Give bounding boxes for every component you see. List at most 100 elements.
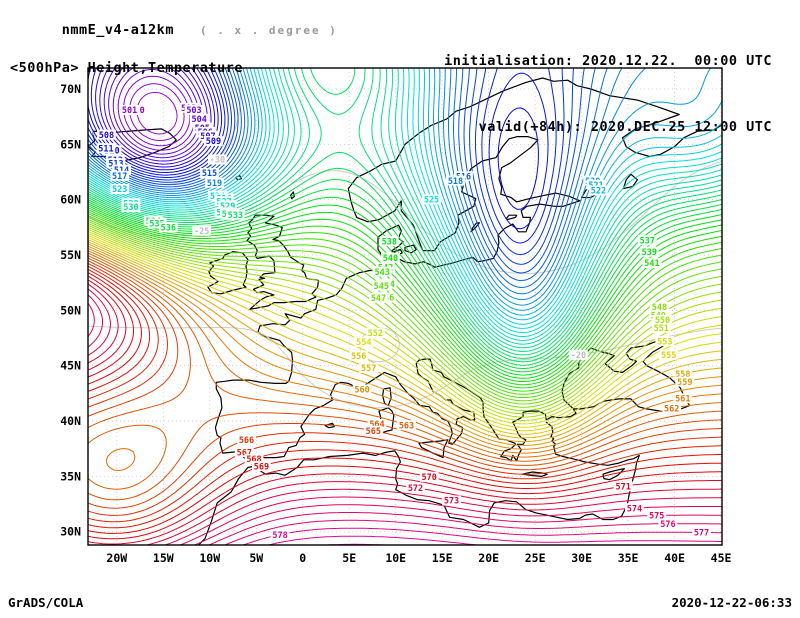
contour-label: 565 [366,427,381,437]
contour-label-mask [419,471,439,482]
contour-label-mask [653,314,672,325]
contour-label: 571 [616,483,631,493]
contour-label: 558 [675,370,690,380]
lon-tick-label: 30E [571,551,592,565]
height-contour [88,252,722,471]
contour-label-mask [692,527,711,538]
contour-label-mask [252,461,271,472]
contour-label-mask [372,266,392,277]
height-contour [88,68,722,333]
contour-label-mask [650,302,669,312]
height-contour [88,68,722,337]
contour-label: 553 [657,337,672,347]
contour-label: 548 [652,303,667,313]
contour-label: 517 [112,172,127,182]
coastline [505,214,518,221]
contour-label: 560 [354,386,369,396]
contour-label: 570 [422,473,437,483]
lat-tick-label: 65N [60,137,81,151]
lon-tick-label: 15W [153,551,174,565]
coastline [290,191,295,200]
contour-label: 513 [108,160,123,170]
height-contour [88,218,722,402]
contour-label-mask [673,368,693,379]
grads-credit: GrADS/COLA [8,595,84,610]
contour-label: 543 [375,268,390,278]
contour-label-mask [354,336,374,347]
contour-label-mask [662,403,682,414]
contour-label: 503 [186,106,201,116]
height-contour [88,68,722,363]
contour-label: 509 [206,137,221,147]
contour-label: 555 [661,351,676,361]
contour-label-mask [204,135,223,146]
coastline [545,421,640,517]
contour-label-mask [371,280,391,291]
lon-tick-label: 40E [664,551,685,565]
contour-label-mask [120,105,139,115]
contour-label: 525 [424,196,439,206]
height-contour [117,68,196,151]
model-name: nmmE_v4-a12km [61,22,174,38]
height-contour [88,213,722,392]
contour-label: 568 [246,455,261,465]
contour-label: 523 [112,185,127,195]
coastline [246,214,320,310]
contour-label-mask [218,200,238,211]
lat-tick-label: 40N [60,414,81,428]
lon-tick-label: 20E [478,551,499,565]
contour-label: 511 [98,144,113,154]
contour-label-mask [446,175,465,186]
height-contour [88,68,623,295]
contour-label: 557 [361,364,376,374]
lat-tick-label: 50N [60,303,81,317]
contour-label-mask [352,384,372,395]
contour-label: 550 [655,316,670,326]
contour-label-mask [442,495,461,506]
contour-label-mask [639,246,659,257]
contour-label: 562 [664,405,679,415]
lon-tick-label: 5E [342,551,356,565]
contour-label: 573 [444,497,459,507]
height-contour [88,68,722,349]
contour-label-mask [205,177,224,188]
contour-label-mask [651,323,671,333]
contour-label-mask [647,510,667,521]
contour-label: 545 [374,282,389,292]
contour-label: 578 [272,531,287,541]
contour-label: 538 [382,237,397,247]
contour-label: 518 [448,177,463,187]
contour-label-mask [406,482,425,493]
coastline [251,340,691,465]
contour-label-mask [189,113,209,124]
contour-label-mask [192,225,212,236]
coastline [214,77,722,465]
coastline [521,471,548,477]
height-contour [88,205,722,379]
contour-label-mask [184,105,204,115]
contour-label: 540 [383,254,398,264]
height-contour [88,272,722,534]
height-contour [88,68,722,321]
temperature-contour [88,325,722,409]
contour-label-mask [198,130,218,141]
contour-label: 575 [649,512,664,522]
contour-label: 554 [356,338,371,348]
contour-label-mask [112,164,131,175]
height-contour [88,68,722,329]
coastline [324,422,335,429]
contour-label-mask [244,454,264,464]
height-contour [88,241,722,439]
height-contour [88,68,722,325]
height-contour [268,535,477,545]
contour-label: 547 [371,294,386,304]
contour-label-mask [589,185,608,196]
height-contour [88,234,722,428]
contour-label-mask [642,257,662,268]
contour-label: 529 [220,202,235,212]
contour-label-mask [422,194,441,205]
contour-label: 508 [99,131,114,141]
contour-label: -25 [194,227,209,237]
header-left: nmmE_v4-a12km ( . x . degree ) <500hPa> H… [10,6,338,76]
contour-label: 564 [369,420,384,430]
